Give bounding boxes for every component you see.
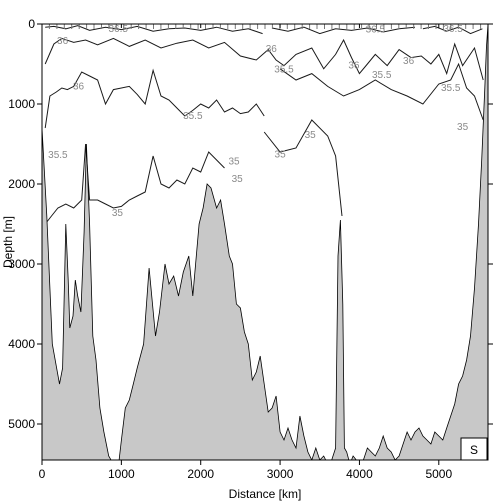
x-tick-label-3: 3000 <box>267 467 294 481</box>
contour-line-36-3 <box>44 37 484 81</box>
station-ticks <box>42 24 488 29</box>
contour-label-8: 36 <box>403 56 415 67</box>
contour-label-18: 35 <box>112 208 124 219</box>
y-tick-label-4: 4000 <box>8 337 35 351</box>
y-tick-label-5: 5000 <box>8 417 35 431</box>
panel-label-box <box>460 437 488 461</box>
contour-label-5: 36 <box>348 61 360 72</box>
panel-label: S <box>470 443 478 457</box>
x-tick-label-2: 2000 <box>187 467 214 481</box>
bathymetry-fill <box>42 24 488 460</box>
contour-line-35-7 <box>263 119 343 217</box>
x-tick-label-5: 5000 <box>425 467 452 481</box>
contour-label-1: 36 <box>57 36 69 47</box>
contour-label-9: 35.5 <box>441 83 461 94</box>
contour-label-3: 36 <box>266 44 278 55</box>
contour-label-16: 35 <box>305 130 317 141</box>
contour-layer <box>44 25 484 225</box>
contour-label-15: 35 <box>275 149 287 160</box>
plot-area: 36.5 36 36 36 35.5 36 36.5 35.5 36 35.5 36.5 35 35.5… <box>42 24 488 460</box>
contour-label-12: 35.5 <box>183 111 203 122</box>
contour-label-10: 36.5 <box>443 24 463 35</box>
y-axis: 0 1000 2000 3000 4000 5000 <box>8 17 493 431</box>
contour-label-6: 36.5 <box>366 25 386 36</box>
contour-line-35-5-4 <box>44 68 265 129</box>
contour-label-14: 35 <box>228 157 240 168</box>
contour-line-35-5-5 <box>279 62 484 121</box>
contour-label-7: 35.5 <box>372 70 392 81</box>
y-tick-label-1: 1000 <box>8 97 35 111</box>
contour-label-0: 36.5 <box>108 24 128 35</box>
x-tick-label-1: 1000 <box>108 467 135 481</box>
x-tick-label-0: 0 <box>39 467 46 481</box>
contour-label-4: 35.5 <box>274 65 294 76</box>
x-axis-title: Distance [km] <box>229 487 302 501</box>
contour-line-35-6 <box>44 143 225 225</box>
y-tick-label-3: 3000 <box>8 257 35 271</box>
plot-frame <box>41 23 489 461</box>
contour-label-13: 35.5 <box>48 150 68 161</box>
y-tick-label-0: 0 <box>28 17 35 31</box>
contour-label-layer: 36.5 36 36 36 35.5 36 36.5 35.5 36 35.5 36.5 35 35.5… <box>48 24 468 219</box>
contour-label-17: 35 <box>232 174 244 185</box>
y-axis-title: Depth [m] <box>1 216 15 268</box>
contour-line-36-5-2 <box>422 25 483 35</box>
x-axis: 0 1000 2000 3000 4000 5000 <box>39 24 452 481</box>
y-tick-label-2: 2000 <box>8 177 35 191</box>
x-tick-label-4: 4000 <box>346 467 373 481</box>
contour-line-36-5-1 <box>272 26 416 35</box>
contour-label-11: 35 <box>457 122 469 133</box>
contour-label-2: 36 <box>73 81 85 92</box>
